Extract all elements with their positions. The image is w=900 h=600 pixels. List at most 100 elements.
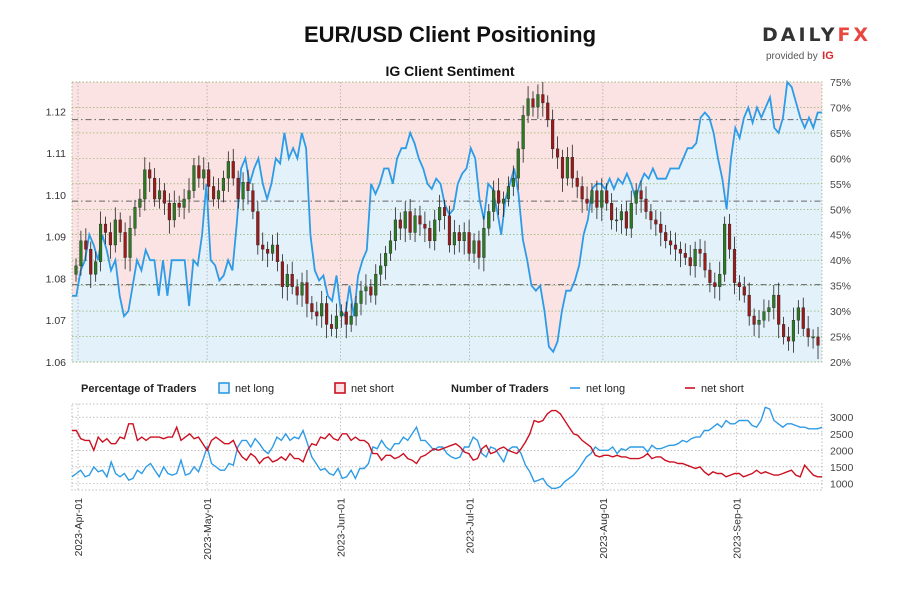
candle-body [673,244,678,250]
count-tick-label: 2500 [830,429,854,441]
candle-body [801,307,805,329]
candle-body [256,211,260,246]
candle-body [216,190,221,200]
candle-body [718,274,722,287]
price-tick-label: 1.10 [46,190,67,202]
num-net-short-line [72,409,822,478]
candle-body [305,282,309,304]
date-tick: 2023-Apr-01 [73,498,85,557]
candle-body [393,219,397,242]
candle-body [79,240,83,267]
date-tick-label: 2023-May-01 [202,498,214,560]
candle-body [546,102,550,120]
price-tick-label: 1.08 [46,273,67,285]
count-tick-label: 1500 [830,462,854,474]
candle-body [693,248,697,267]
pct-tick-label: 55% [830,179,851,191]
candle-body [192,165,196,191]
legend-num-title: Number of Traders [451,383,549,395]
candle-body [310,303,314,313]
chart-subtitle: IG Client Sentiment [385,63,515,79]
candle-body [295,286,299,296]
candle-body [762,311,766,321]
candle-body [526,98,530,116]
candle-body [384,253,388,267]
candle-body [99,223,103,262]
candle-body [388,240,393,254]
price-tick-label: 1.06 [46,357,67,369]
candle-body [482,228,486,258]
candle-body [595,190,599,208]
pct-tick-label: 50% [830,204,851,216]
num-net-long-line [71,406,823,489]
count-tick-label: 3000 [830,412,854,424]
candle-body [113,219,117,246]
candle-body [575,177,579,187]
date-tick-label: 2023-Jul-01 [465,498,477,554]
pct-tick-label: 65% [830,128,851,140]
candle-body [418,215,422,225]
candle-body [742,286,746,296]
candle-body [270,244,275,254]
candle-body [246,182,250,191]
candle-body [212,186,216,200]
legend-pct-long-swatch [218,382,230,394]
candle-body [364,286,368,292]
candle-body [816,336,820,346]
candle-body [143,169,147,200]
candle-body [501,198,506,204]
pct-tick-label: 25% [830,332,851,344]
candle-body [782,324,786,338]
candle-body [433,219,437,242]
candle-body [777,294,781,325]
candle-body [477,240,481,258]
candle-body [688,257,692,267]
date-tick: 2023-Sep-01 [731,498,743,559]
candle-body [610,202,614,221]
bottom-panel-frame [71,403,823,491]
candle-body [708,269,712,283]
candle-body [521,115,525,150]
price-tick-label: 1.07 [46,315,67,327]
candle-body [182,198,186,208]
candle-body [108,232,112,246]
pct-tick-label: 35% [830,281,851,293]
candle-body [167,202,171,221]
price-tick-label: 1.12 [46,106,67,118]
candle-body [128,228,132,258]
pct-tick-label: 70% [830,102,851,114]
candle-body [261,244,265,250]
candle-body [747,294,751,317]
candle-body [556,148,560,158]
legend-pct-short-swatch [334,382,346,394]
candle-body [506,186,510,200]
candle-body [177,202,181,208]
candle-body [403,211,407,229]
price-tick-label: 1.09 [46,232,67,244]
candle-body [619,211,624,221]
candle-body [138,198,142,208]
date-tick: 2023-May-01 [202,498,214,560]
candle-body [408,211,412,233]
candle-body [153,177,157,200]
candle-body [123,232,127,258]
candle-body [590,190,594,204]
candle-body [560,157,565,179]
candle-body [359,290,363,304]
candle-body [659,223,663,233]
candle-body [241,182,245,200]
candle-body [290,274,294,287]
candle-body [806,328,810,338]
candle-body [678,248,682,254]
candle-body [605,190,609,204]
candle-body [654,219,658,225]
net-long-pct-line [72,79,822,354]
legend-pct-short-label: net short [351,383,394,395]
candle-body [172,202,176,221]
date-tick: 2023-Aug-01 [598,498,610,559]
candle-body [767,307,771,313]
candle-body [187,190,191,200]
dailyfx-logo: DAILYFX provided by IG [762,24,872,62]
candle-body [516,148,520,179]
